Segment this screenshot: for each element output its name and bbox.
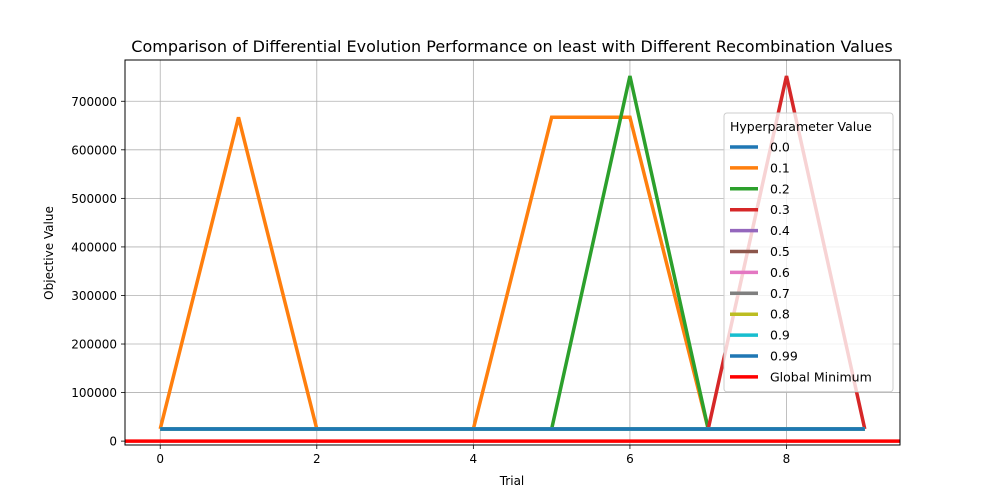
y-tick-label: 500000 xyxy=(71,192,117,206)
legend-entry-label: 0.2 xyxy=(770,181,790,196)
x-tick-label: 8 xyxy=(783,452,791,466)
x-tick-label: 6 xyxy=(626,452,634,466)
legend-entry-label: 0.1 xyxy=(770,160,790,175)
legend-box xyxy=(723,112,894,393)
legend-entry-label: 0.8 xyxy=(770,307,790,322)
legend-entry-label: 0.0 xyxy=(770,140,790,155)
legend-entry-label: 0.9 xyxy=(770,328,790,343)
y-tick-label: 0 xyxy=(109,435,117,449)
y-tick-label: 400000 xyxy=(71,240,117,254)
legend-entry-label: 0.4 xyxy=(770,223,790,238)
legend-entry-label: Global Minimum xyxy=(770,369,872,384)
y-tick-label: 100000 xyxy=(71,386,117,400)
plot-area xyxy=(125,75,900,443)
x-tick-label: 4 xyxy=(470,452,478,466)
y-tick-label: 300000 xyxy=(71,289,117,303)
legend-entry-label: 0.6 xyxy=(770,265,790,280)
legend-entry-label: 0.7 xyxy=(770,286,790,301)
legend-entry-label: 0.99 xyxy=(770,349,798,364)
legend-title: Hyperparameter Value xyxy=(730,119,872,134)
y-tick-label: 600000 xyxy=(71,143,117,157)
x-tick-label: 2 xyxy=(313,452,321,466)
y-tick-label: 700000 xyxy=(71,95,117,109)
x-tick-label: 0 xyxy=(156,452,164,466)
y-tick-label: 200000 xyxy=(71,338,117,352)
legend-entry-label: 0.5 xyxy=(770,244,790,259)
legend-entry-label: 0.3 xyxy=(770,202,790,217)
legend: Hyperparameter Value 0.0 0.1 0.2 0.3 0.4 0.5 0.… xyxy=(723,112,894,393)
x-axis-label: Trial xyxy=(499,474,525,488)
y-axis-label: Objective Value xyxy=(42,206,56,300)
axis-ticks: 0 2 4 6 8 0 100000 200000 300000 400000 500000 6000… xyxy=(71,95,790,466)
plot-frame xyxy=(124,59,901,446)
series-lines xyxy=(125,75,900,443)
chart-title: Comparison of Differential Evolution Per… xyxy=(131,37,892,56)
